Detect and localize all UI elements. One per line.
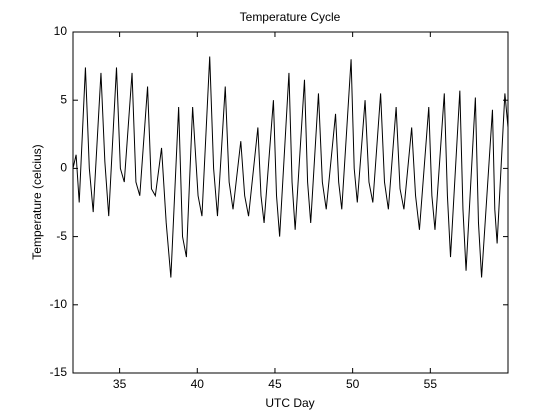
x-tick-label: 50 <box>346 377 360 391</box>
y-axis-label: Temperature (celcius) <box>30 144 44 259</box>
y-tick-label: -10 <box>50 297 68 311</box>
x-tick-label: 45 <box>268 377 282 391</box>
y-tick-label: 10 <box>54 24 68 38</box>
x-tick-label: 40 <box>191 377 205 391</box>
y-tick-label: -15 <box>50 365 68 379</box>
data-line <box>72 56 509 278</box>
y-tick-label: 5 <box>60 92 67 106</box>
y-tick-label: 0 <box>60 161 67 175</box>
y-tick-label: -5 <box>56 229 67 243</box>
x-axis-label: UTC Day <box>265 396 314 410</box>
plot-frame <box>72 31 509 374</box>
x-tick-label: 35 <box>113 377 127 391</box>
chart-title: Temperature Cycle <box>240 10 341 24</box>
x-tick-label: 55 <box>424 377 438 391</box>
